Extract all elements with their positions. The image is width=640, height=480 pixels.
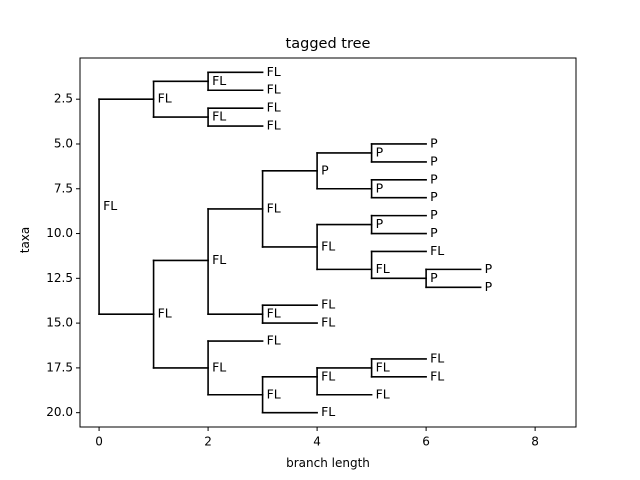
leaf-label: FL (267, 64, 281, 79)
node-labels-group: FLFLFLFLFLFLFLPPPFLPFLPFLFLFLFLFLFLFLFLF… (103, 64, 493, 419)
node-label: FL (321, 368, 335, 383)
node-label: FL (212, 252, 226, 267)
node-label: FL (376, 359, 390, 374)
leaf-label: P (430, 153, 438, 168)
node-label: FL (376, 261, 390, 276)
node-label: FL (212, 359, 226, 374)
x-tick-label: 4 (313, 435, 321, 449)
node-label: P (376, 180, 384, 195)
x-tick-label: 6 (422, 435, 430, 449)
branches-group (98, 71, 482, 414)
y-tick-label: 15.0 (46, 316, 73, 330)
node-label: FL (103, 198, 117, 213)
leaf-label: FL (376, 386, 390, 401)
x-tick-label: 8 (531, 435, 539, 449)
leaf-label: FL (267, 118, 281, 133)
leaf-label: FL (267, 82, 281, 97)
node-label: FL (158, 91, 172, 106)
leaf-label: P (430, 207, 438, 222)
y-tick-label: 2.5 (54, 92, 73, 106)
plot-frame (79, 57, 577, 428)
x-axis-label: branch length (286, 456, 370, 470)
leaf-label: P (485, 279, 493, 294)
leaf-label: FL (321, 297, 335, 312)
leaf-label: FL (267, 100, 281, 115)
y-axis-label: taxa (18, 227, 32, 254)
y-tick-label: 12.5 (46, 271, 73, 285)
leaf-label: P (430, 225, 438, 240)
leaf-label: FL (321, 315, 335, 330)
leaf-label: P (485, 261, 493, 276)
node-label: FL (212, 109, 226, 124)
node-label: P (376, 144, 384, 159)
node-label: P (321, 162, 329, 177)
y-tick-label: 5.0 (54, 136, 73, 150)
leaf-label: FL (430, 243, 444, 258)
axis-ticks-group: 0 2 4 6 8 2.5 5.0 7.5 10.0 12.5 15.0 17.5 20.0 (46, 92, 539, 449)
node-label: FL (321, 238, 335, 253)
leaf-label: P (430, 171, 438, 186)
node-label: FL (267, 200, 281, 215)
y-tick-label: 17.5 (46, 360, 73, 374)
leaf-label: FL (430, 368, 444, 383)
node-label: FL (267, 386, 281, 401)
x-tick-label: 2 (204, 435, 212, 449)
y-tick-label: 10.0 (46, 226, 73, 240)
node-label: P (376, 216, 384, 231)
node-label: FL (212, 73, 226, 88)
node-label: FL (267, 306, 281, 321)
chart-title: tagged tree (286, 36, 371, 52)
y-tick-label: 20.0 (46, 405, 73, 419)
node-label: FL (158, 306, 172, 321)
leaf-label: P (430, 135, 438, 150)
node-label: P (430, 270, 438, 285)
leaf-label: P (430, 189, 438, 204)
leaf-label: FL (430, 350, 444, 365)
x-tick-label: 0 (95, 435, 103, 449)
y-tick-label: 7.5 (54, 181, 73, 195)
leaf-label: FL (267, 333, 281, 348)
leaf-label: FL (321, 404, 335, 419)
